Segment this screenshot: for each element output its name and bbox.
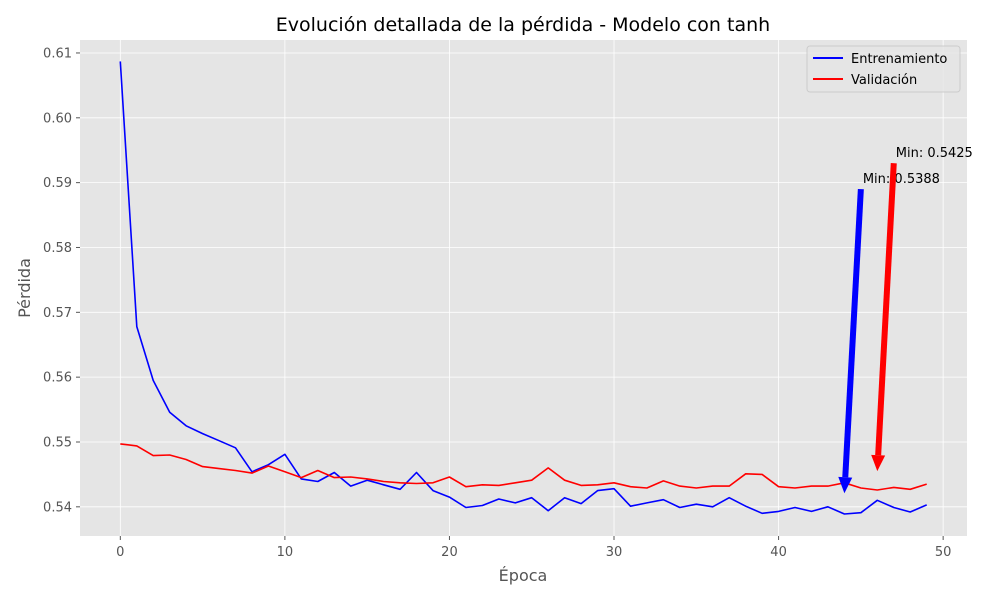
legend-label-validacion: Validación (851, 73, 917, 88)
min-arrow-shaft (842, 188, 864, 478)
x-tick-label: 10 (277, 545, 294, 560)
y-tick-label: 0.59 (43, 176, 72, 191)
series-line-entrenamiento (119, 61, 928, 515)
min-annotation-label: Min: 0.5388 (863, 172, 940, 187)
x-tick-label: 30 (606, 545, 623, 560)
y-tick-label: 0.57 (43, 306, 72, 321)
x-tick-label: 20 (441, 545, 458, 560)
y-tick-label: 0.58 (43, 241, 72, 256)
series-lines (119, 61, 928, 515)
x-axis-label: Época (499, 566, 548, 585)
y-tick-label: 0.54 (43, 500, 72, 515)
legend-label-entrenamiento: Entrenamiento (851, 52, 947, 67)
min-annotation-label: Min: 0.5425 (896, 146, 973, 161)
y-axis-label: Pérdida (15, 258, 34, 318)
plot-area (80, 40, 967, 536)
y-axis-ticks: 0.54 0.55 0.56 0.57 0.58 0.59 0.60 0.61 (43, 46, 80, 515)
annotations: Min: 0.5388 Min: 0.5425 (838, 146, 973, 494)
min-arrow-shaft (875, 163, 897, 456)
y-tick-label: 0.60 (43, 111, 72, 126)
y-tick-label: 0.56 (43, 371, 72, 386)
x-tick-label: 50 (935, 545, 952, 560)
y-tick-label: 0.55 (43, 435, 72, 450)
x-tick-label: 0 (116, 545, 124, 560)
min-arrow-head (871, 454, 886, 472)
series-line-validacion (120, 443, 927, 491)
legend-box (806, 45, 961, 93)
x-tick-label: 40 (770, 545, 787, 560)
y-tick-label: 0.61 (43, 46, 72, 61)
chart-title: Evolución detallada de la pérdida - Mode… (276, 14, 770, 36)
legend: Entrenamiento Validación (806, 45, 961, 93)
x-axis-ticks: 0 10 20 30 40 50 (116, 536, 951, 560)
min-arrow-head (838, 476, 853, 494)
